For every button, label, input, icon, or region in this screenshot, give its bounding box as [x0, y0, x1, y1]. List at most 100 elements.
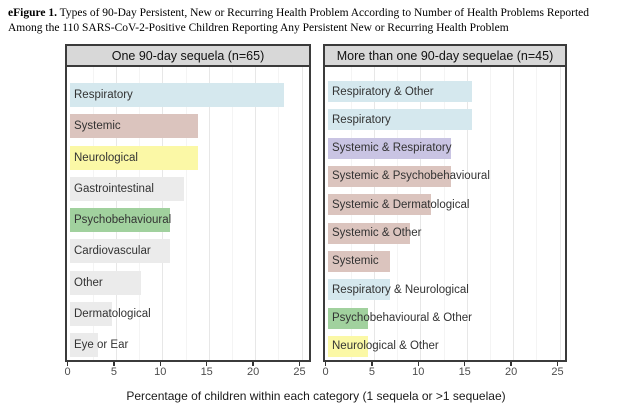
bar-row: Systemic & Other: [325, 222, 565, 244]
bar: [327, 109, 473, 131]
caption-text: Types of 90-Day Persistent, New or Recur…: [8, 7, 590, 35]
gridline: [231, 67, 233, 360]
bar-row: Psychobehavioural: [67, 208, 309, 232]
bar: [69, 176, 184, 201]
bar: [69, 239, 170, 264]
bar-row: Systemic & Psychobehavioural: [325, 165, 565, 187]
gridline: [301, 67, 303, 360]
bar: [327, 222, 411, 244]
x-tick-label: 25: [551, 366, 564, 378]
bar: [69, 270, 141, 295]
gridline: [536, 67, 538, 360]
x-tick: [66, 362, 69, 366]
bar-label: Systemic & Respiratory: [332, 142, 452, 155]
bar-row: Neurological: [67, 145, 309, 170]
x-tick-label: 15: [200, 366, 213, 378]
x-tick-label: 5: [110, 366, 117, 378]
x-tick-label: 5: [368, 366, 375, 378]
caption-label: eFigure 1.: [8, 7, 57, 19]
bar-label: Systemic & Psychobehavioural: [332, 170, 490, 183]
bar-row: Eye or Ear: [67, 333, 309, 357]
bar-row: Systemic: [325, 250, 565, 272]
bar-label: Neurological & Other: [332, 340, 439, 353]
bar-row: Gastrointestinal: [67, 176, 309, 201]
plot-area: Respiratory Systemic Neurological Gastroint…: [65, 67, 311, 362]
bar-row: Systemic: [67, 114, 309, 139]
bar: [327, 81, 473, 102]
bar-label: Respiratory: [74, 89, 133, 101]
x-tick-label: 25: [293, 366, 306, 378]
x-tick: [417, 362, 420, 366]
bar-label: Gastrointestinal: [74, 182, 154, 195]
bar-row: Respiratory & Neurological: [325, 279, 565, 301]
bar-label: Systemic: [74, 120, 121, 133]
x-tick: [113, 362, 115, 366]
x-tick: [252, 362, 254, 366]
bar: [69, 83, 284, 107]
bar-label: Systemic & Dermatological: [332, 198, 470, 211]
bar: [327, 307, 369, 329]
bar-row: Other: [67, 270, 309, 295]
bar-label: Neurological: [74, 151, 138, 164]
bar-rows: Respiratory Systemic Neurological Gastroint…: [67, 67, 309, 360]
bar-row: Cardiovascular: [67, 239, 309, 264]
bar-row: Psychobehavioural & Other: [325, 307, 565, 329]
bar: [327, 165, 451, 187]
bar-row: Neurological & Other: [325, 335, 565, 357]
facet-strip: One 90-day sequela (n=65): [65, 44, 311, 67]
bar-label: Respiratory: [332, 113, 391, 126]
gridline: [489, 67, 491, 360]
bar: [69, 333, 99, 357]
x-axis-title: Percentage of children within each categ…: [126, 389, 506, 403]
x-tick-label: 10: [412, 366, 425, 378]
gridline: [208, 67, 210, 360]
bar-label: Respiratory & Other: [332, 85, 434, 98]
bar: [327, 250, 390, 272]
bar: [327, 335, 369, 357]
gridline: [255, 67, 257, 360]
bar-rows: Respiratory & Other Respiratory Systemic &…: [325, 67, 565, 360]
bar: [69, 208, 170, 232]
strip-label: One 90-day sequela (n=65): [111, 48, 265, 63]
gridline: [278, 67, 280, 360]
x-tick-label: 15: [458, 366, 471, 378]
facet-panel-one-sequela: One 90-day sequela (n=65) Respiratory Sys…: [64, 44, 311, 382]
bar-label: Systemic & Other: [332, 227, 422, 240]
bar-label: Systemic: [332, 255, 379, 268]
bar-label: Psychobehavioural & Other: [332, 312, 472, 325]
bar-row: Respiratory: [325, 109, 565, 131]
bar-label: Respiratory & Neurological: [332, 283, 469, 296]
bar-label: Cardiovascular: [74, 245, 151, 258]
bar-label: Eye or Ear: [74, 339, 129, 351]
bar-row: Respiratory: [67, 83, 309, 107]
bar-label: Other: [74, 276, 103, 289]
bar: [69, 145, 198, 170]
bar-row: Systemic & Respiratory: [325, 137, 565, 159]
gridline: [443, 67, 445, 360]
x-tick-label: 0: [64, 366, 71, 378]
gridline: [513, 67, 515, 360]
x-tick-label: 20: [504, 366, 518, 378]
x-tick: [298, 362, 301, 366]
x-tick-label: 10: [154, 366, 167, 378]
gridline: [466, 67, 468, 360]
bar-label: Psychobehavioural: [74, 214, 172, 226]
x-tick: [324, 362, 327, 366]
facet-strip: More than one 90-day sequelae (n=45): [323, 44, 567, 67]
x-tick: [510, 362, 512, 366]
x-axis: 0 5 10 15 20 25: [322, 362, 567, 382]
bar: [69, 301, 113, 326]
x-tick-label: 0: [322, 366, 329, 378]
bar-row: Dermatological: [67, 301, 309, 326]
x-tick: [463, 362, 466, 366]
bar-row: Systemic & Dermatological: [325, 194, 565, 216]
x-axis: 0 5 10 15 20 25: [64, 362, 311, 382]
x-tick-label: 20: [246, 366, 260, 378]
strip-label: More than one 90-day sequelae (n=45): [336, 48, 554, 63]
gridline: [559, 67, 561, 360]
x-tick: [159, 362, 162, 366]
bar: [69, 114, 198, 139]
bar: [327, 137, 451, 159]
plot-area: Respiratory & Other Respiratory Systemic &…: [323, 67, 567, 362]
